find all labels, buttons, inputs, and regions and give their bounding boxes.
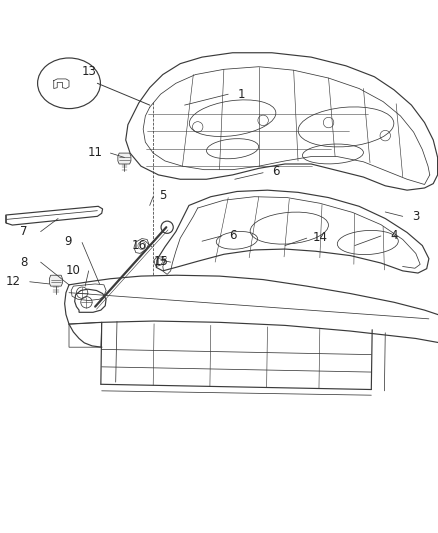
Text: 9: 9 [64,235,71,248]
Text: 12: 12 [6,275,21,288]
Circle shape [161,221,173,233]
Text: 15: 15 [153,255,168,268]
Text: 10: 10 [66,264,81,277]
Text: 5: 5 [159,189,166,203]
Text: 13: 13 [81,64,96,78]
Text: 4: 4 [389,230,397,243]
Text: 1: 1 [237,88,244,101]
Polygon shape [117,153,131,164]
Text: 16: 16 [131,239,146,253]
Text: 6: 6 [272,165,279,179]
Text: 3: 3 [411,210,419,223]
Text: 8: 8 [20,256,28,269]
Text: 6: 6 [228,229,236,241]
Text: 11: 11 [88,146,102,159]
Text: 7: 7 [20,225,28,238]
Polygon shape [49,275,62,286]
Text: 14: 14 [311,231,327,244]
